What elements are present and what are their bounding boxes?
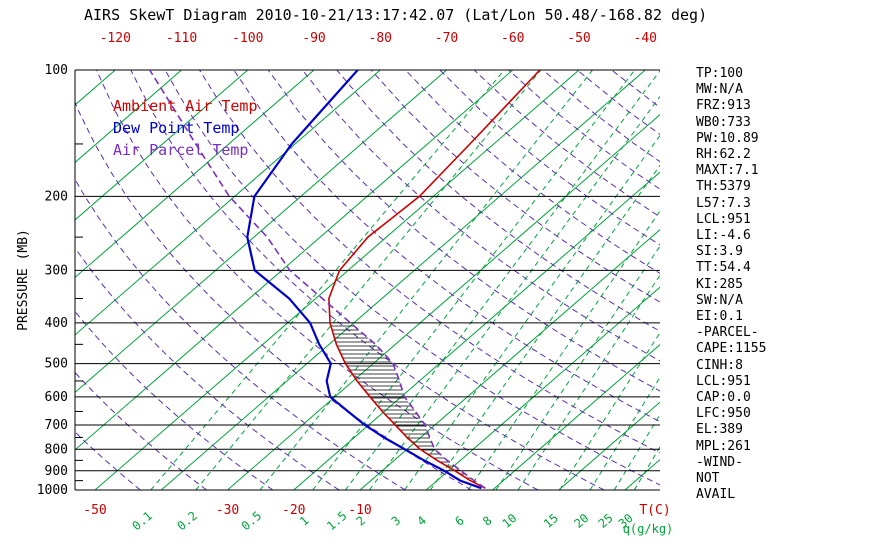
stats-panel: TP:100 MW:N/A FRZ:913 WB0:733 PW:10.89 RH:62.… [696,66,766,503]
svg-text:0.2: 0.2 [174,509,200,534]
stat-line-0: TP:100 [696,66,743,81]
svg-text:-10: -10 [348,503,371,518]
stat-line-8: L57:7.3 [696,195,751,211]
svg-text:3: 3 [389,513,404,528]
svg-text:-60: -60 [501,31,524,46]
pressure-grid [74,69,660,491]
svg-text:0.5: 0.5 [239,509,265,534]
svg-text:-90: -90 [302,31,325,46]
svg-text:-20: -20 [282,503,305,518]
stat-line-16: -PARCEL- [696,325,759,341]
legend-item-2: Air Parcel Temp [113,141,249,159]
svg-text:-50: -50 [83,503,106,518]
stat-line-22: EL:389 [696,422,743,438]
stat-line-5: RH:62.2 [696,147,751,163]
mixing-ratio-lines [150,70,660,490]
stat-line-23: MPL:261 [696,438,751,454]
svg-text:1000: 1000 [37,483,68,498]
svg-text:6: 6 [452,513,467,528]
stat-line-6: MAXT:7.1 [696,163,759,179]
svg-text:T(C): T(C) [639,503,670,518]
svg-text:200: 200 [45,189,68,204]
svg-text:-50: -50 [567,31,590,46]
svg-text:0.1: 0.1 [129,509,155,534]
svg-text:-120: -120 [100,31,131,46]
chart-title: AIRS SkewT Diagram 2010-10-21/13:17:42.0… [84,6,708,24]
stat-line-21: LFC:950 [696,406,751,422]
svg-text:8: 8 [480,513,495,528]
svg-text:1: 1 [297,513,312,528]
stat-line-20: CAP:0.0 [696,390,751,406]
svg-text:-40: -40 [634,31,657,46]
stat-line-2: FRZ:913 [696,98,751,114]
parcel-temp-curve [149,70,486,489]
svg-text:800: 800 [45,442,68,457]
svg-text:100: 100 [45,63,68,78]
stat-line-15: EI:0.1 [696,309,743,325]
svg-text:-80: -80 [369,31,392,46]
svg-text:15: 15 [541,511,561,531]
stat-line-19: LCL:951 [696,373,751,389]
svg-text:4: 4 [414,513,429,528]
stat-line-26: AVAIL [696,487,736,503]
svg-text:700: 700 [45,418,68,433]
dry-adiabat-lines [75,70,660,490]
stat-line-10: LI:-4.6 [696,228,751,244]
stat-line-7: TH:5379 [696,179,751,195]
dewpoint-curve [246,70,482,490]
svg-text:-70: -70 [435,31,458,46]
stat-line-24: -WIND- [696,454,743,470]
svg-text:500: 500 [45,357,68,372]
stat-line-12: TT:54.4 [696,260,751,276]
stat-line-17: CAPE:1155 [696,341,767,357]
stat-line-9: LCL:951 [696,211,751,227]
svg-text:-30: -30 [216,503,239,518]
stat-line-4: PW:10.89 [696,130,759,146]
svg-text:10: 10 [499,511,519,531]
legend-item-0: Ambient Air Temp [113,97,258,115]
stat-line-1: MW:N/A [696,82,743,98]
svg-text:1.5: 1.5 [324,509,350,534]
svg-text:600: 600 [45,390,68,405]
stat-line-25: NOT [696,471,720,487]
svg-text:25: 25 [596,511,616,531]
isotherm-lines [75,70,660,490]
svg-text:300: 300 [45,263,68,278]
svg-text:PRESSURE (MB): PRESSURE (MB) [16,229,31,331]
cape-hatch-area [330,322,475,481]
svg-text:-100: -100 [232,31,263,46]
stat-line-11: SI:3.9 [696,244,743,260]
svg-text:900: 900 [45,464,68,479]
svg-text:-110: -110 [166,31,197,46]
ambient-temp-curve [328,70,541,489]
stat-line-3: WB0:733 [696,114,751,130]
stat-line-14: SW:N/A [696,292,743,308]
stat-line-13: KI:285 [696,276,743,292]
svg-text:20: 20 [571,511,591,531]
svg-text:q(g/kg): q(g/kg) [623,522,674,536]
stat-line-18: CINH:8 [696,357,743,373]
svg-text:400: 400 [45,316,68,331]
legend-item-1: Dew Point Temp [113,119,240,137]
